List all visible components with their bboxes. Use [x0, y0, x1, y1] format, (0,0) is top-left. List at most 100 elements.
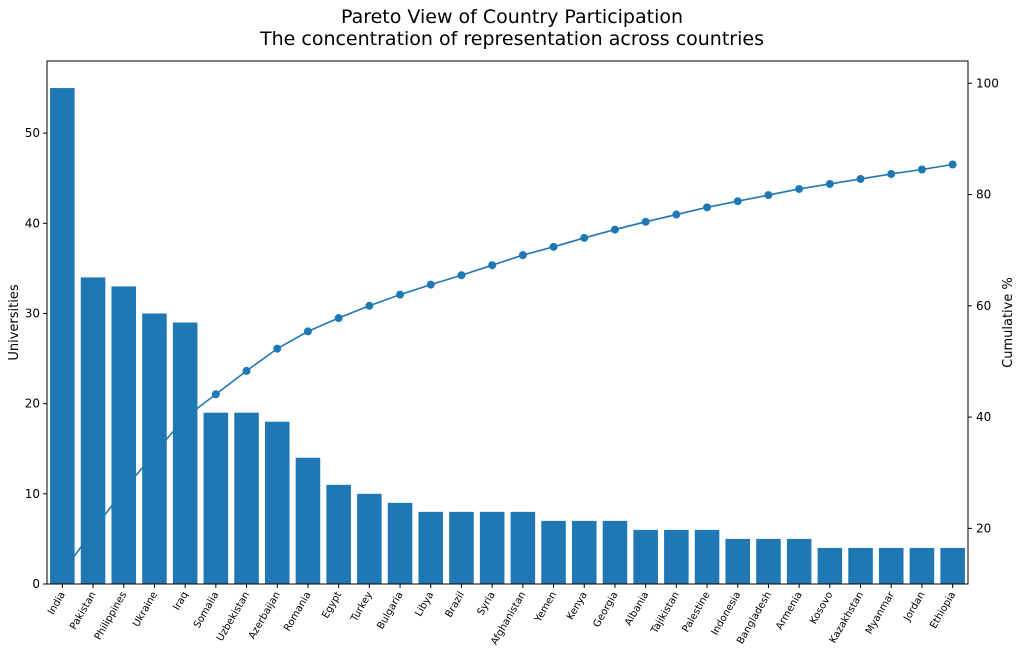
- bar-romania: [295, 457, 321, 584]
- x-tick-label: Pakistan: [68, 590, 98, 632]
- cumulative-point-kazakhstan: [856, 174, 865, 183]
- cumulative-point-yemen: [549, 242, 558, 251]
- y-tick-label: 0: [32, 577, 40, 591]
- bar-ethiopia: [940, 547, 965, 584]
- bar-turkey: [357, 493, 382, 584]
- cumulative-point-tajikistan: [672, 210, 681, 219]
- y2-tick-label: 80: [976, 188, 991, 202]
- bar-pakistan: [80, 277, 106, 584]
- x-tick-label: Kosovo: [808, 590, 835, 626]
- x-tick-label: Brazil: [444, 590, 467, 620]
- cumulative-point-bulgaria: [396, 290, 405, 299]
- x-tick-label: Azerbaijan: [247, 590, 283, 641]
- x-tick-label: Yemen: [533, 590, 560, 625]
- cumulative-point-palestine: [703, 203, 712, 212]
- bar-india: [50, 88, 75, 584]
- x-tick-label: Myanmar: [864, 589, 897, 636]
- bar-philippines: [111, 286, 137, 584]
- bar-bulgaria: [387, 502, 413, 584]
- y2-tick-label: 20: [976, 521, 991, 535]
- cumulative-point-uzbekistan: [242, 366, 251, 375]
- bar-kazakhstan: [848, 547, 873, 584]
- x-tick-label: Indonesia: [710, 590, 744, 637]
- x-tick-label: Ethiopia: [928, 590, 958, 631]
- x-tick-label: Georgia: [591, 590, 620, 629]
- x-tick-label: Somalia: [192, 590, 222, 630]
- cumulative-point-ethiopia: [948, 160, 957, 169]
- cumulative-point-brazil: [457, 271, 466, 280]
- plot-frame: [46, 60, 969, 585]
- y2-tick-label: 40: [976, 410, 991, 424]
- chart-subtitle: The concentration of representation acro…: [260, 28, 764, 50]
- x-tick-label: Syria: [476, 590, 498, 617]
- x-tick-label: India: [46, 590, 68, 617]
- x-tick-label: Jordan: [902, 590, 928, 624]
- bar-ukraine: [142, 313, 167, 584]
- x-tick-label: Egypt: [320, 590, 344, 621]
- cumulative-point-indonesia: [733, 197, 742, 206]
- y-tick-label: 50: [25, 126, 40, 140]
- x-tick-label: Ukraine: [131, 590, 160, 629]
- x-tick-label: Kenya: [565, 590, 590, 622]
- x-tick-label: Philippines: [93, 590, 129, 642]
- bar-albania: [633, 529, 658, 584]
- bar-afghanistan: [510, 511, 536, 584]
- y2-tick-label: 100: [976, 76, 999, 90]
- bar-azerbaijan: [264, 421, 290, 584]
- y2-tick-label: 60: [976, 299, 991, 313]
- cumulative-point-bangladesh: [764, 191, 773, 200]
- bar-indonesia: [725, 538, 751, 584]
- cumulative-point-india: [58, 568, 67, 577]
- cumulative-point-somalia: [211, 390, 220, 399]
- bar-uzbekistan: [234, 412, 259, 584]
- x-tick-label: Palestine: [681, 590, 713, 635]
- bar-kenya: [571, 520, 597, 584]
- cumulative-point-azerbaijan: [273, 344, 282, 353]
- cumulative-point-kosovo: [825, 179, 834, 188]
- bar-somalia: [203, 412, 229, 584]
- x-tick-label: Tajikistan: [649, 590, 682, 636]
- cumulative-point-kenya: [580, 233, 589, 242]
- chart-title: Pareto View of Country Participation: [340, 6, 684, 28]
- cumulative-point-libya: [426, 280, 435, 289]
- cumulative-point-syria: [488, 261, 497, 270]
- bar-myanmar: [878, 547, 904, 584]
- cumulative-point-philippines: [119, 485, 128, 494]
- cumulative-point-armenia: [795, 184, 804, 193]
- x-tick-label: Iraq: [171, 590, 190, 612]
- x-tick-label: Romania: [282, 590, 313, 633]
- bar-libya: [418, 511, 444, 584]
- cumulative-point-iraq: [181, 413, 190, 422]
- cumulative-line: [61, 163, 953, 573]
- cumulative-point-pakistan: [89, 526, 98, 535]
- cumulative-point-georgia: [610, 225, 619, 234]
- bar-armenia: [786, 538, 812, 584]
- bar-kosovo: [817, 547, 843, 584]
- cumulative-point-myanmar: [887, 169, 896, 178]
- cumulative-point-ukraine: [150, 449, 159, 458]
- x-tick-label: Libya: [413, 590, 436, 619]
- bar-jordan: [909, 547, 935, 584]
- cumulative-point-egypt: [334, 314, 343, 323]
- y-tick-label: 30: [25, 306, 40, 320]
- bar-bangladesh: [756, 538, 781, 584]
- y2-axis-label: Cumulative %: [1001, 277, 1016, 368]
- bar-syria: [479, 511, 505, 584]
- x-tick-label: Armenia: [774, 590, 804, 632]
- x-tick-label: Albania: [623, 590, 651, 628]
- cumulative-point-jordan: [917, 165, 926, 174]
- y-tick-label: 40: [25, 216, 40, 230]
- x-tick-label: Bulgaria: [375, 590, 405, 631]
- x-tick-label: Turkey: [349, 590, 375, 625]
- bar-iraq: [172, 322, 198, 584]
- y-axis-label: Universities: [7, 284, 22, 360]
- bar-palestine: [694, 529, 720, 584]
- cumulative-point-romania: [303, 327, 312, 336]
- y-tick-label: 10: [25, 487, 40, 501]
- bar-egypt: [326, 484, 351, 584]
- bar-tajikistan: [664, 529, 689, 584]
- cumulative-point-albania: [641, 217, 650, 226]
- bar-georgia: [602, 520, 628, 584]
